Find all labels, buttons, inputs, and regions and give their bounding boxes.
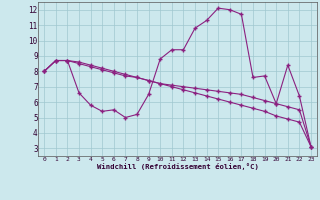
- X-axis label: Windchill (Refroidissement éolien,°C): Windchill (Refroidissement éolien,°C): [97, 163, 259, 170]
